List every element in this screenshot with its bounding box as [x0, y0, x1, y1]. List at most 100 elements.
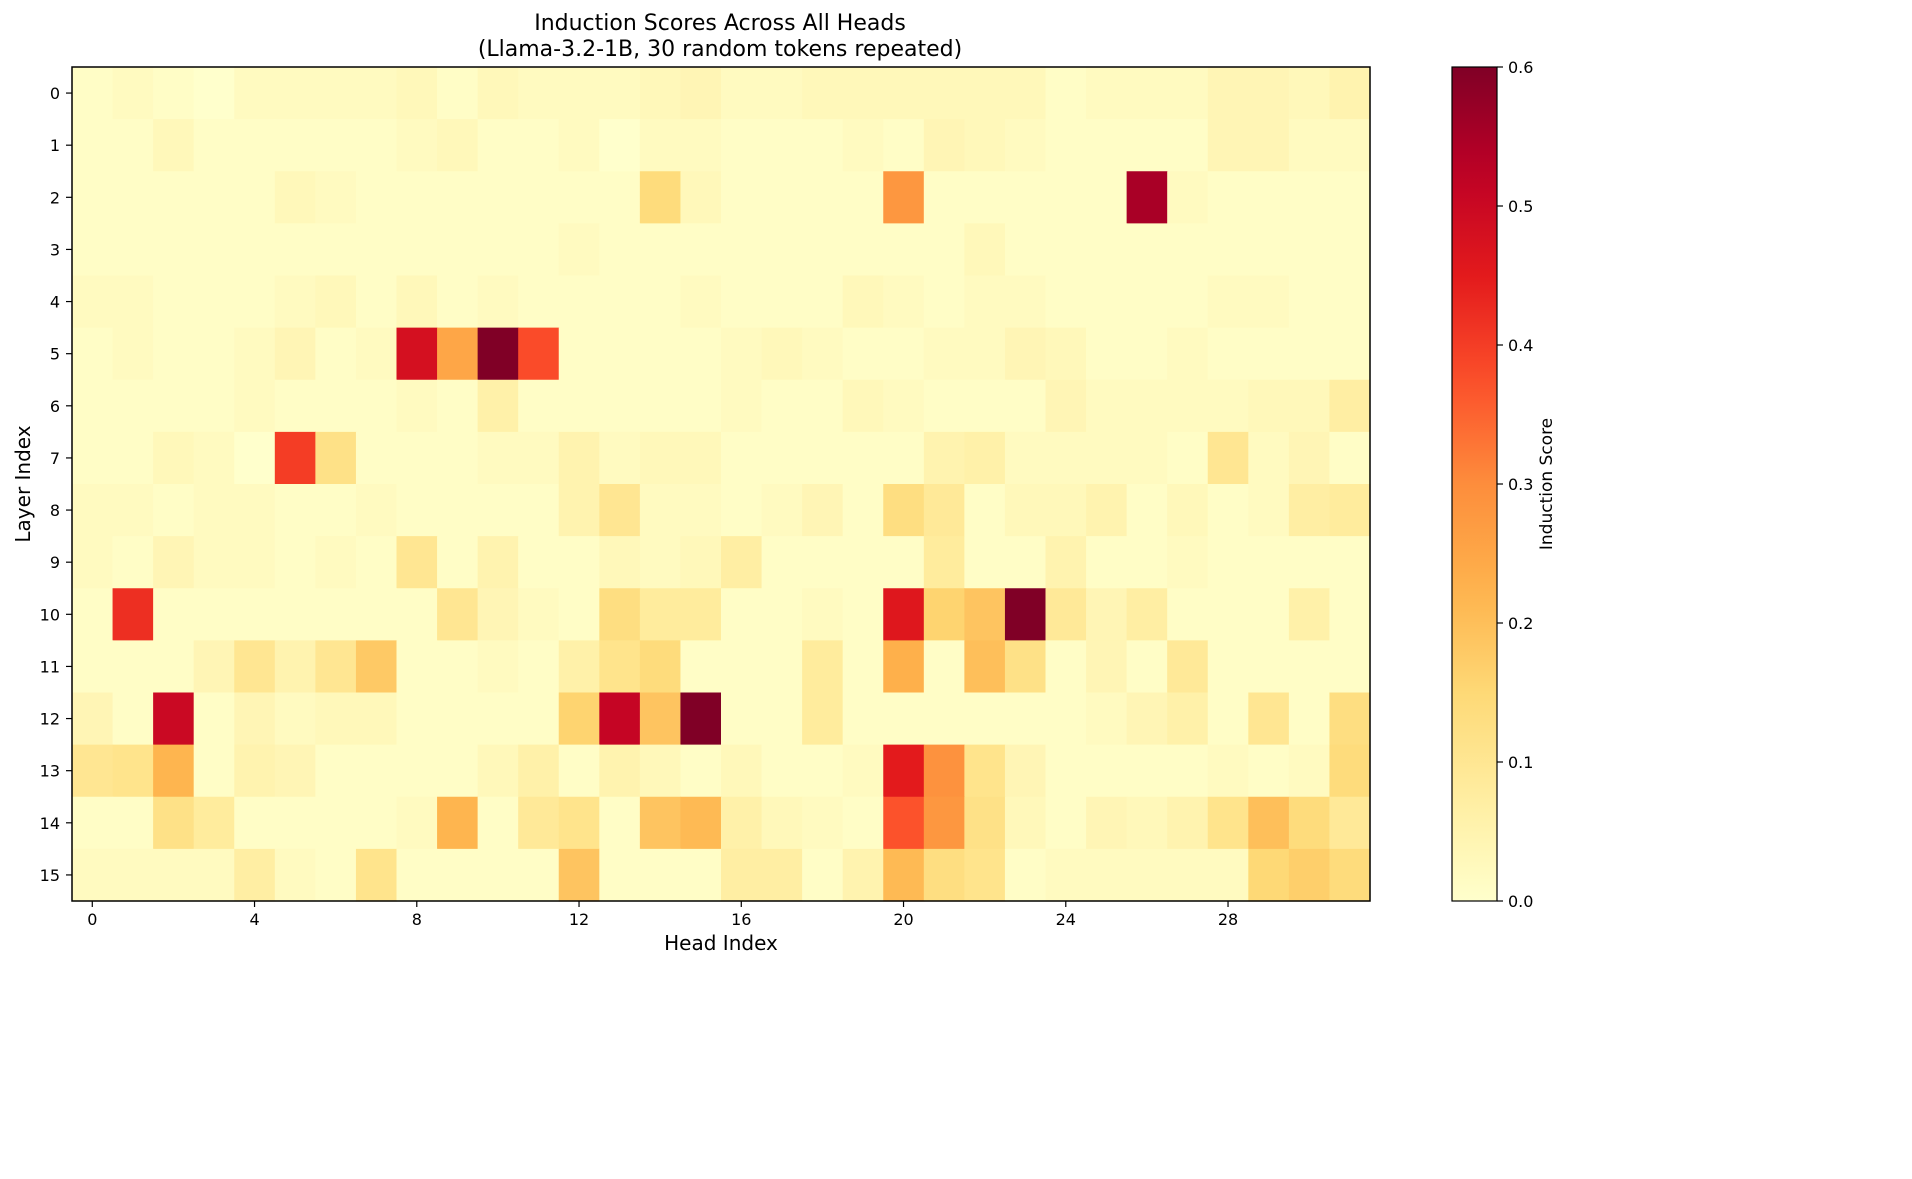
- heatmap-cell: [1207, 588, 1249, 641]
- x-tick-label: 8: [412, 910, 422, 929]
- x-tick-label: 4: [249, 910, 259, 929]
- heatmap-cell: [923, 327, 965, 381]
- heatmap-cell: [437, 67, 479, 120]
- heatmap-cell: [558, 536, 600, 589]
- heatmap-cell: [274, 692, 316, 746]
- heatmap-cell: [964, 431, 1006, 485]
- heatmap-cell: [518, 119, 560, 172]
- heatmap-cell: [1167, 119, 1209, 172]
- heatmap-cell: [964, 796, 1006, 850]
- heatmap-cell: [274, 536, 316, 589]
- heatmap-cell: [234, 275, 276, 329]
- heatmap-cell: [518, 484, 560, 537]
- heatmap-cell: [1167, 171, 1209, 224]
- heatmap-cell: [1288, 848, 1331, 902]
- heatmap-cell: [761, 536, 803, 589]
- heatmap-cell: [639, 640, 682, 694]
- heatmap-cell: [964, 171, 1006, 224]
- heatmap-cell: [1045, 744, 1087, 798]
- heatmap-cell: [923, 67, 965, 120]
- heatmap-cell: [355, 223, 398, 277]
- heatmap-cell: [518, 275, 560, 329]
- heatmap-cell: [1004, 119, 1047, 172]
- x-tick-label: 24: [1056, 910, 1076, 929]
- colorbar-label: Induction Score: [1537, 418, 1557, 550]
- heatmap-cell: [396, 275, 438, 329]
- heatmap-cell: [680, 796, 722, 850]
- heatmap-cell: [1248, 536, 1290, 589]
- heatmap-cell: [883, 171, 925, 224]
- heatmap-cell: [315, 379, 357, 433]
- heatmap-cell: [72, 119, 114, 172]
- heatmap-cell: [193, 119, 235, 172]
- heatmap-cell: [1004, 744, 1047, 798]
- heatmap-cell: [1167, 223, 1209, 277]
- heatmap-cell: [1207, 536, 1249, 589]
- heatmap-cell: [1288, 67, 1331, 120]
- heatmap-cell: [477, 67, 519, 120]
- y-tick-label: 5: [50, 345, 60, 364]
- heatmap-cell: [1086, 848, 1128, 902]
- y-tick-label: 1: [50, 136, 60, 155]
- heatmap-cell: [518, 431, 560, 485]
- y-tick-label: 13: [40, 762, 60, 781]
- heatmap-cell: [802, 171, 844, 224]
- heatmap-cell: [923, 275, 965, 329]
- heatmap-cell: [599, 484, 641, 537]
- heatmap-cell: [1126, 67, 1168, 120]
- heatmap-cell: [1167, 275, 1209, 329]
- heatmap-cell: [599, 223, 641, 277]
- heatmap-cell: [1045, 796, 1087, 850]
- y-tick-label: 2: [50, 188, 60, 207]
- heatmap-cell: [1086, 536, 1128, 589]
- heatmap-cell: [234, 171, 276, 224]
- heatmap-cell: [112, 171, 154, 224]
- heatmap-cell: [1045, 119, 1087, 172]
- heatmap-cell: [72, 275, 114, 329]
- heatmap-cell: [802, 119, 844, 172]
- heatmap-cell: [721, 484, 763, 537]
- colorbar-tick-label: 0.3: [1508, 475, 1533, 494]
- heatmap-cell: [761, 848, 803, 902]
- heatmap-cell: [802, 275, 844, 329]
- chart-subtitle: (Llama-3.2-1B, 30 random tokens repeated…: [478, 37, 962, 62]
- heatmap-cell: [1167, 536, 1209, 589]
- heatmap-cell: [1004, 536, 1047, 589]
- heatmap-cell: [72, 536, 114, 589]
- heatmap-cell: [1126, 223, 1168, 277]
- heatmap-cell: [396, 119, 438, 172]
- heatmap-cell: [761, 119, 803, 172]
- heatmap-cell: [923, 431, 965, 485]
- heatmap-cell: [721, 171, 763, 224]
- x-axis-ticks: 0 4 8 12 16 20 24 28: [87, 901, 1238, 929]
- heatmap-cell: [234, 536, 276, 589]
- y-axis-label: Layer Index: [11, 425, 35, 542]
- heatmap-cell: [802, 484, 844, 537]
- y-tick-label: 4: [50, 293, 60, 312]
- heatmap-cell: [355, 431, 398, 485]
- y-tick-label: 3: [50, 240, 60, 259]
- heatmap-cell: [680, 640, 722, 694]
- heatmap-cell: [193, 744, 235, 798]
- heatmap-cell: [355, 379, 398, 433]
- heatmap-cell: [1248, 223, 1290, 277]
- heatmap-cell: [477, 119, 519, 172]
- heatmap-cell: [761, 223, 803, 277]
- heatmap-cell: [518, 848, 560, 902]
- heatmap-cell: [761, 275, 803, 329]
- heatmap-cell: [193, 431, 235, 485]
- heatmap-cell: [274, 223, 316, 277]
- heatmap-cell: [639, 588, 682, 641]
- heatmap-cell: [274, 848, 316, 902]
- heatmap-cell: [1086, 327, 1128, 381]
- heatmap-cell: [315, 484, 357, 537]
- heatmap-cell: [842, 588, 884, 641]
- heatmap-cell: [639, 796, 682, 850]
- heatmap-cell: [1045, 536, 1087, 589]
- heatmap-cell: [153, 848, 195, 902]
- heatmap-cell: [923, 223, 965, 277]
- heatmap-cell: [396, 67, 438, 120]
- heatmap-cell: [193, 171, 235, 224]
- heatmap-cell: [193, 67, 235, 120]
- heatmap-cell: [355, 484, 398, 537]
